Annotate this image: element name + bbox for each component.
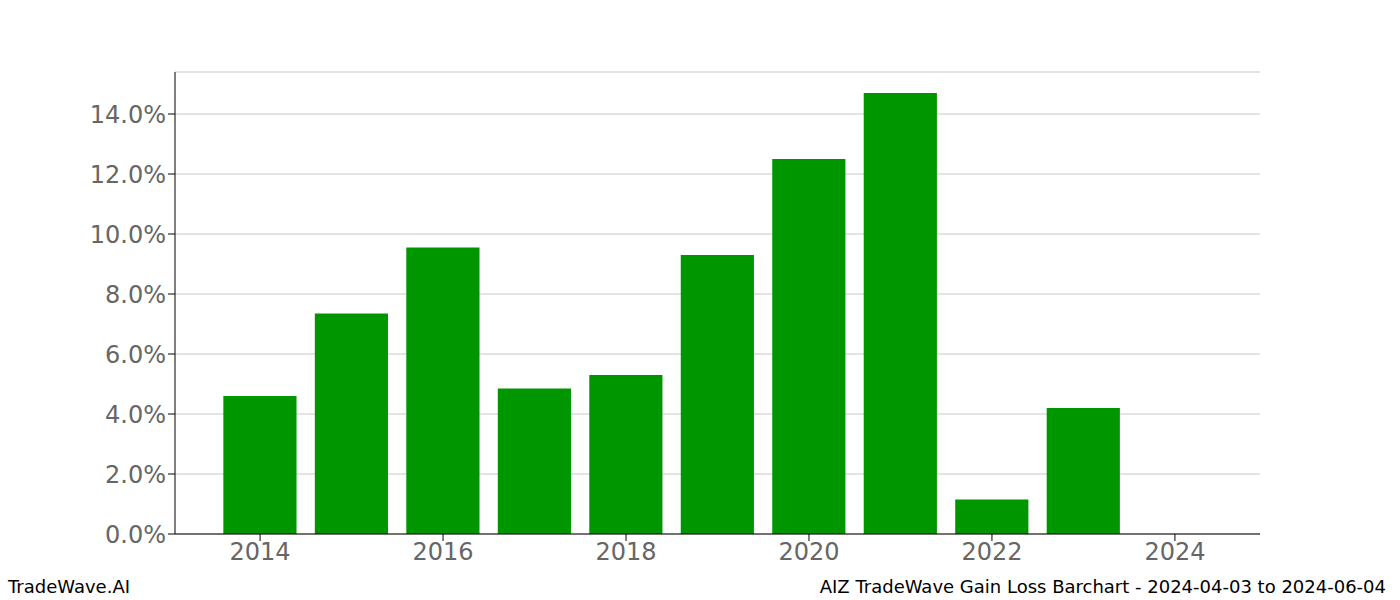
html-text:TradeWave.AI: TradeWave.AI: [8, 576, 130, 597]
svg-text:4.0%: 4.0%: [105, 401, 166, 429]
svg-text:2022: 2022: [961, 538, 1022, 566]
svg-text:10.0%: 10.0%: [90, 221, 166, 249]
svg-text:0.0%: 0.0%: [105, 521, 166, 549]
svg-text:2020: 2020: [778, 538, 839, 566]
svg-text:2024: 2024: [1144, 538, 1205, 566]
svg-text:12.0%: 12.0%: [90, 161, 166, 189]
svg-text:6.0%: 6.0%: [105, 341, 166, 369]
html-text:AIZ TradeWave Gain Loss Barcha: AIZ TradeWave Gain Loss Barchart - 2024-…: [819, 576, 1386, 597]
svg-text:8.0%: 8.0%: [105, 281, 166, 309]
svg-text:2016: 2016: [413, 538, 474, 566]
svg-text:14.0%: 14.0%: [90, 101, 166, 129]
svg-text:2018: 2018: [595, 538, 656, 566]
svg-text:2.0%: 2.0%: [105, 461, 166, 489]
svg-text:2014: 2014: [230, 538, 291, 566]
